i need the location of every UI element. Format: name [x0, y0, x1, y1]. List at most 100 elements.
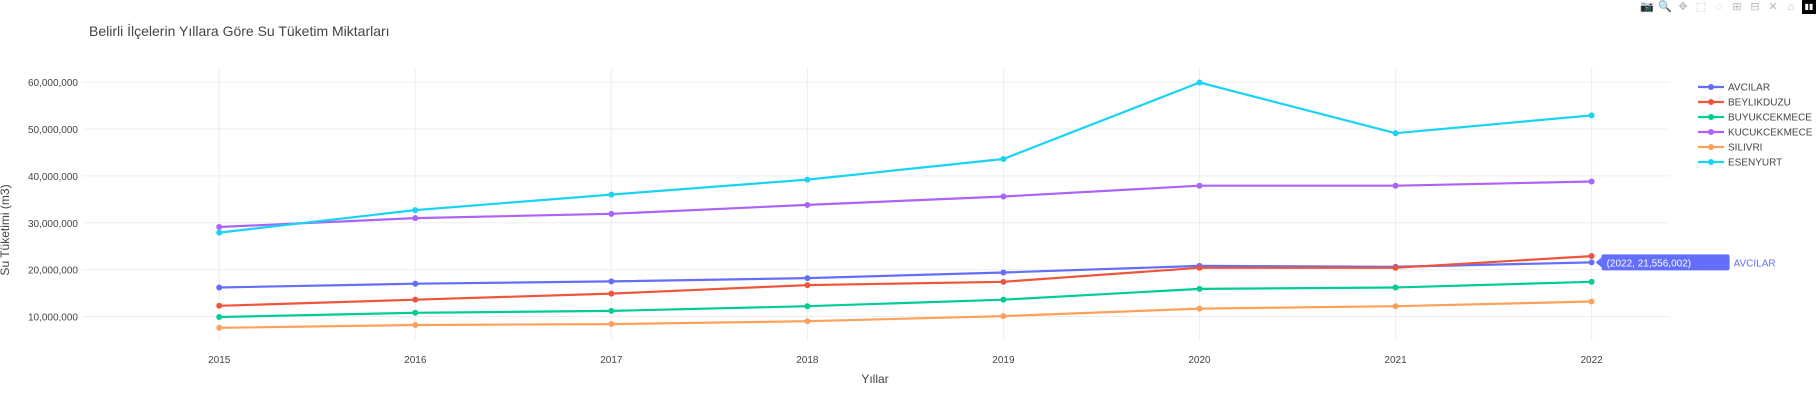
- data-point[interactable]: [216, 223, 223, 230]
- legend: AVCILAR BEYLIKDUZU BUYUKCEKMECE KUCUKCEKMEC…: [1698, 83, 1813, 169]
- data-point[interactable]: [1588, 259, 1595, 266]
- y-tick-label: 30,000,000: [28, 219, 78, 230]
- data-point[interactable]: [1392, 130, 1399, 137]
- data-point[interactable]: [1588, 112, 1595, 119]
- series-line[interactable]: [219, 255, 1592, 307]
- data-point[interactable]: [216, 302, 223, 309]
- data-point[interactable]: [412, 215, 419, 222]
- data-point[interactable]: [412, 321, 419, 328]
- legend-item-beylikduzu[interactable]: BEYLIKDUZU: [1698, 98, 1791, 109]
- series-beylikduzu[interactable]: [216, 253, 1595, 309]
- data-point[interactable]: [804, 318, 811, 325]
- legend-label: ESENYURT: [1728, 158, 1782, 169]
- lasso-select-icon[interactable]: ◌: [1715, 1, 1723, 13]
- zoom-icon[interactable]: 🔍: [1658, 1, 1672, 13]
- series-kucukcekmece[interactable]: [216, 178, 1595, 230]
- legend-item-avcilar[interactable]: AVCILAR: [1698, 83, 1770, 94]
- data-point[interactable]: [1000, 296, 1007, 303]
- data-point[interactable]: [216, 284, 223, 291]
- hover-series-name: AVCILAR: [1734, 258, 1776, 269]
- y-tick-label: 50,000,000: [28, 125, 78, 136]
- x-axis-label: Yıllar: [861, 372, 888, 386]
- data-point[interactable]: [1196, 285, 1203, 292]
- data-point[interactable]: [216, 229, 223, 236]
- camera-icon[interactable]: 📷: [1640, 1, 1654, 13]
- legend-label: BEYLIKDUZU: [1728, 98, 1791, 109]
- legend-item-esenyurt[interactable]: ESENYURT: [1698, 158, 1782, 169]
- pan-icon[interactable]: ✥: [1678, 1, 1688, 13]
- series-silivri[interactable]: [216, 298, 1595, 331]
- x-tick-label: 2019: [992, 355, 1015, 366]
- data-point[interactable]: [412, 207, 419, 214]
- series-line[interactable]: [219, 280, 1592, 319]
- series-line[interactable]: [219, 300, 1592, 329]
- data-point[interactable]: [608, 210, 615, 217]
- data-point[interactable]: [1196, 305, 1203, 312]
- data-point[interactable]: [412, 309, 419, 316]
- legend-item-silivri[interactable]: SILIVRI: [1698, 143, 1762, 154]
- series-layer: [216, 79, 1595, 331]
- data-point[interactable]: [1588, 253, 1595, 260]
- data-point[interactable]: [804, 176, 811, 183]
- x-tick-label: 2015: [208, 355, 231, 366]
- zoom-in-icon[interactable]: ⊞: [1732, 1, 1742, 13]
- legend-swatch-marker: [1708, 99, 1714, 105]
- zoom-out-icon[interactable]: ⊟: [1750, 1, 1760, 13]
- data-point[interactable]: [1196, 79, 1203, 86]
- data-point[interactable]: [1000, 313, 1007, 320]
- y-tick-label: 60,000,000: [28, 78, 78, 89]
- autoscale-icon[interactable]: ✕: [1768, 1, 1778, 13]
- data-point[interactable]: [1392, 303, 1399, 310]
- data-point[interactable]: [1588, 178, 1595, 185]
- data-point[interactable]: [1000, 278, 1007, 285]
- legend-label: KUCUKCEKMECE: [1728, 128, 1813, 139]
- hover-value-label: (2022, 21,556,002): [1607, 258, 1692, 269]
- series-line[interactable]: [219, 81, 1592, 234]
- data-point[interactable]: [412, 280, 419, 287]
- legend-item-buyukcekmece[interactable]: BUYUKCEKMECE: [1698, 113, 1812, 124]
- data-point[interactable]: [608, 307, 615, 314]
- data-point[interactable]: [608, 191, 615, 198]
- data-point[interactable]: [1588, 278, 1595, 285]
- data-point[interactable]: [1196, 264, 1203, 271]
- hover-pointer: [1595, 257, 1602, 268]
- data-point[interactable]: [216, 314, 223, 321]
- data-point[interactable]: [608, 290, 615, 297]
- legend-swatch-marker: [1708, 129, 1714, 135]
- data-point[interactable]: [1392, 182, 1399, 189]
- legend-item-kucukcekmece[interactable]: KUCUKCEKMECE: [1698, 128, 1813, 139]
- data-point[interactable]: [1196, 182, 1203, 189]
- data-point[interactable]: [216, 324, 223, 331]
- legend-label: AVCILAR: [1728, 83, 1770, 94]
- y-tick-label: 10,000,000: [28, 313, 78, 324]
- grid: [82, 68, 1670, 340]
- series-buyukcekmece[interactable]: [216, 278, 1595, 321]
- data-point[interactable]: [804, 275, 811, 282]
- y-tick-label: 20,000,000: [28, 266, 78, 277]
- series-avcilar[interactable]: [216, 259, 1595, 291]
- data-point[interactable]: [608, 321, 615, 328]
- legend-swatch-marker: [1708, 159, 1714, 165]
- data-point[interactable]: [412, 296, 419, 303]
- series-line[interactable]: [219, 180, 1592, 229]
- data-point[interactable]: [1392, 284, 1399, 291]
- box-select-icon[interactable]: ⬚: [1695, 1, 1707, 13]
- data-point[interactable]: [608, 278, 615, 285]
- data-point[interactable]: [804, 303, 811, 310]
- modebar: 📷 🔍 ✥ ⬚ ◌ ⊞ ⊟ ✕ ⌂ ▮▮: [1640, 0, 1816, 14]
- data-point[interactable]: [1392, 264, 1399, 271]
- data-point[interactable]: [1000, 155, 1007, 162]
- reset-axes-icon[interactable]: ⌂: [1787, 1, 1795, 13]
- x-tick-label: 2017: [600, 355, 623, 366]
- data-point[interactable]: [1000, 193, 1007, 200]
- data-point[interactable]: [1000, 269, 1007, 276]
- plotly-logo-icon[interactable]: ▮▮: [1802, 0, 1816, 14]
- x-tick-label: 2022: [1580, 355, 1603, 366]
- data-point[interactable]: [804, 282, 811, 289]
- series-line[interactable]: [219, 261, 1592, 289]
- y-axis-label: Su Tüketimi (m3): [0, 184, 12, 275]
- data-point[interactable]: [804, 201, 811, 208]
- series-esenyurt[interactable]: [216, 79, 1595, 236]
- data-point[interactable]: [1588, 298, 1595, 305]
